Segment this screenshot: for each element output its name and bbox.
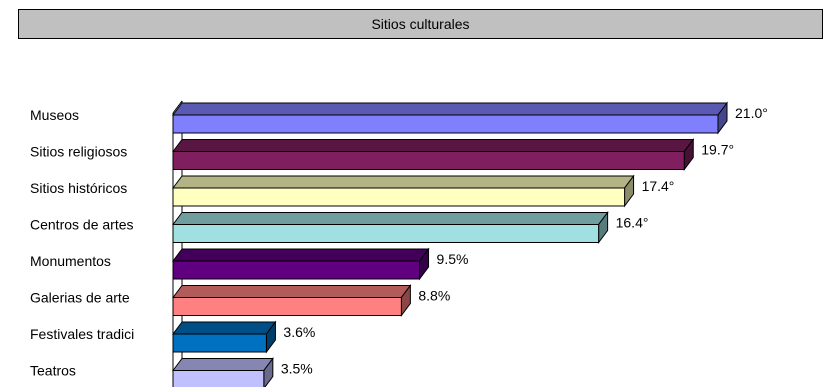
chart-title: Sitios culturales xyxy=(18,9,823,39)
bar-7 xyxy=(172,357,274,387)
category-label: Galerias de arte xyxy=(30,290,130,306)
bar-4 xyxy=(172,247,430,281)
category-label: Teatros xyxy=(30,363,76,379)
bar-1 xyxy=(172,138,695,171)
y-axis-depth-line xyxy=(172,100,183,114)
value-label: 9.5% xyxy=(437,251,469,267)
value-label: 16.4° xyxy=(616,215,649,231)
bar-top-face xyxy=(172,321,277,335)
value-label: 8.8% xyxy=(418,288,450,304)
bar-5 xyxy=(172,284,412,317)
category-label: Centros de artes xyxy=(30,217,134,233)
bar-top-face xyxy=(172,358,274,371)
bar-front-face xyxy=(172,151,685,170)
bar-front-face xyxy=(172,370,265,387)
category-label: Museos xyxy=(30,107,79,123)
value-label: 21.0° xyxy=(735,105,768,121)
category-label: Sitios religiosos xyxy=(30,144,127,160)
bar-top-face xyxy=(172,139,695,152)
bar-front-face xyxy=(172,224,600,243)
value-label: 19.7° xyxy=(701,142,734,158)
value-label: 3.6% xyxy=(283,324,315,340)
bar-top-face xyxy=(172,285,412,298)
value-label: 3.5% xyxy=(281,361,313,377)
category-label: Festivales tradici xyxy=(30,326,134,342)
category-label: Sitios históricos xyxy=(30,180,127,196)
bar-2 xyxy=(172,174,635,208)
bar-top-face xyxy=(172,212,609,225)
bar-3 xyxy=(172,211,609,244)
value-label: 17.4° xyxy=(642,178,675,194)
bar-front-face xyxy=(172,333,267,353)
bar-top-face xyxy=(172,248,430,262)
bar-0 xyxy=(172,101,728,135)
bar-top-face xyxy=(172,102,728,116)
bar-front-face xyxy=(172,297,402,316)
category-label: Monumentos xyxy=(30,253,111,269)
bar-front-face xyxy=(172,114,719,134)
bar-top-face xyxy=(172,175,635,189)
bar-front-face xyxy=(172,187,626,207)
bar-front-face xyxy=(172,260,421,280)
bar-6 xyxy=(172,320,277,354)
